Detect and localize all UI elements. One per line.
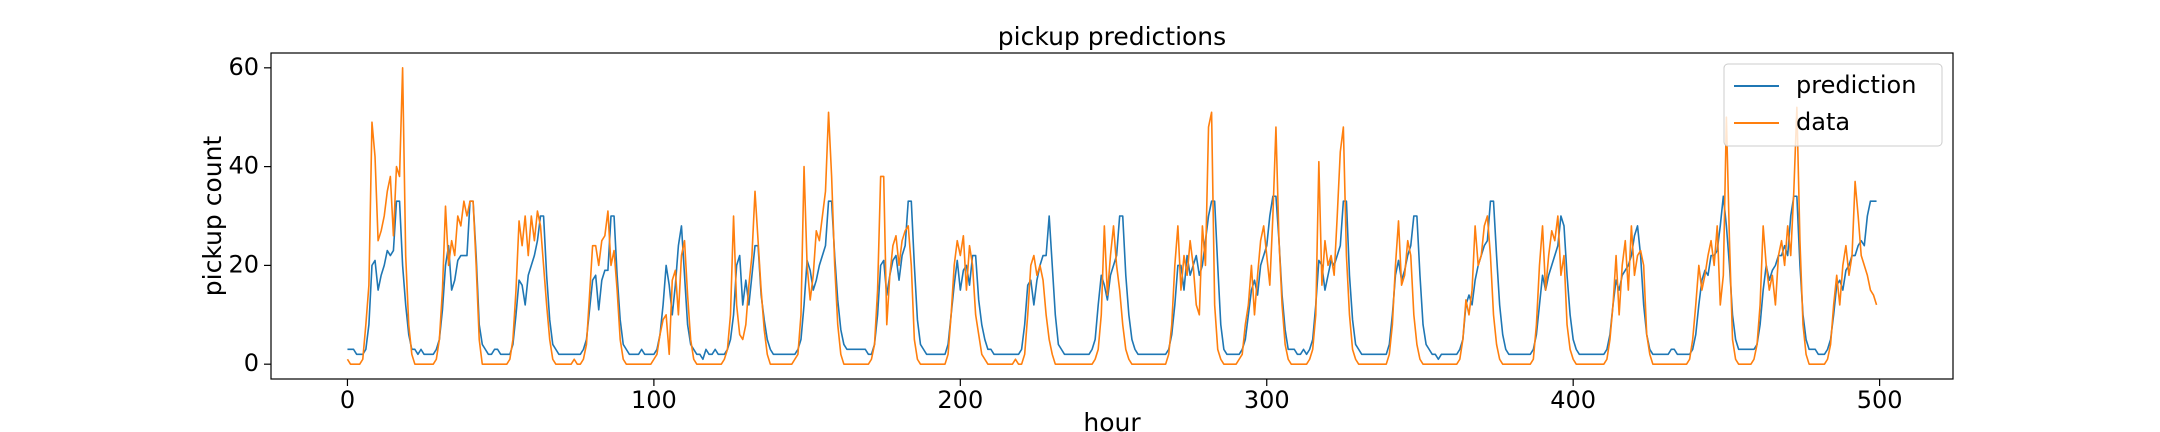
- x-tick-label: 500: [1857, 386, 1903, 414]
- series-line: [346, 67, 1878, 365]
- x-tick-label: 200: [937, 386, 983, 414]
- chart-title: pickup predictions: [998, 22, 1226, 51]
- x-tick-label: 100: [631, 386, 677, 414]
- y-tick-label: 0: [244, 349, 259, 377]
- legend-box: [1723, 63, 1943, 147]
- legend-label: data: [1796, 108, 1850, 136]
- y-axis-label: pickup count: [198, 136, 227, 297]
- y-tick-label: 20: [228, 250, 259, 278]
- legend: prediction data: [1723, 63, 1943, 147]
- legend-label: prediction: [1796, 71, 1916, 99]
- x-tick-label: 0: [340, 386, 355, 414]
- y-tick-label: 60: [228, 53, 259, 81]
- x-tick-label: 300: [1244, 386, 1290, 414]
- y-tick-label: 40: [228, 152, 259, 180]
- x-tick-label: 400: [1550, 386, 1596, 414]
- x-axis-label: hour: [1083, 408, 1141, 432]
- plot-frame: [270, 52, 1954, 380]
